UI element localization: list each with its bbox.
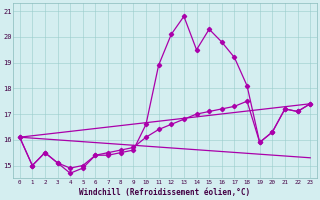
X-axis label: Windchill (Refroidissement éolien,°C): Windchill (Refroidissement éolien,°C) [79, 188, 251, 197]
